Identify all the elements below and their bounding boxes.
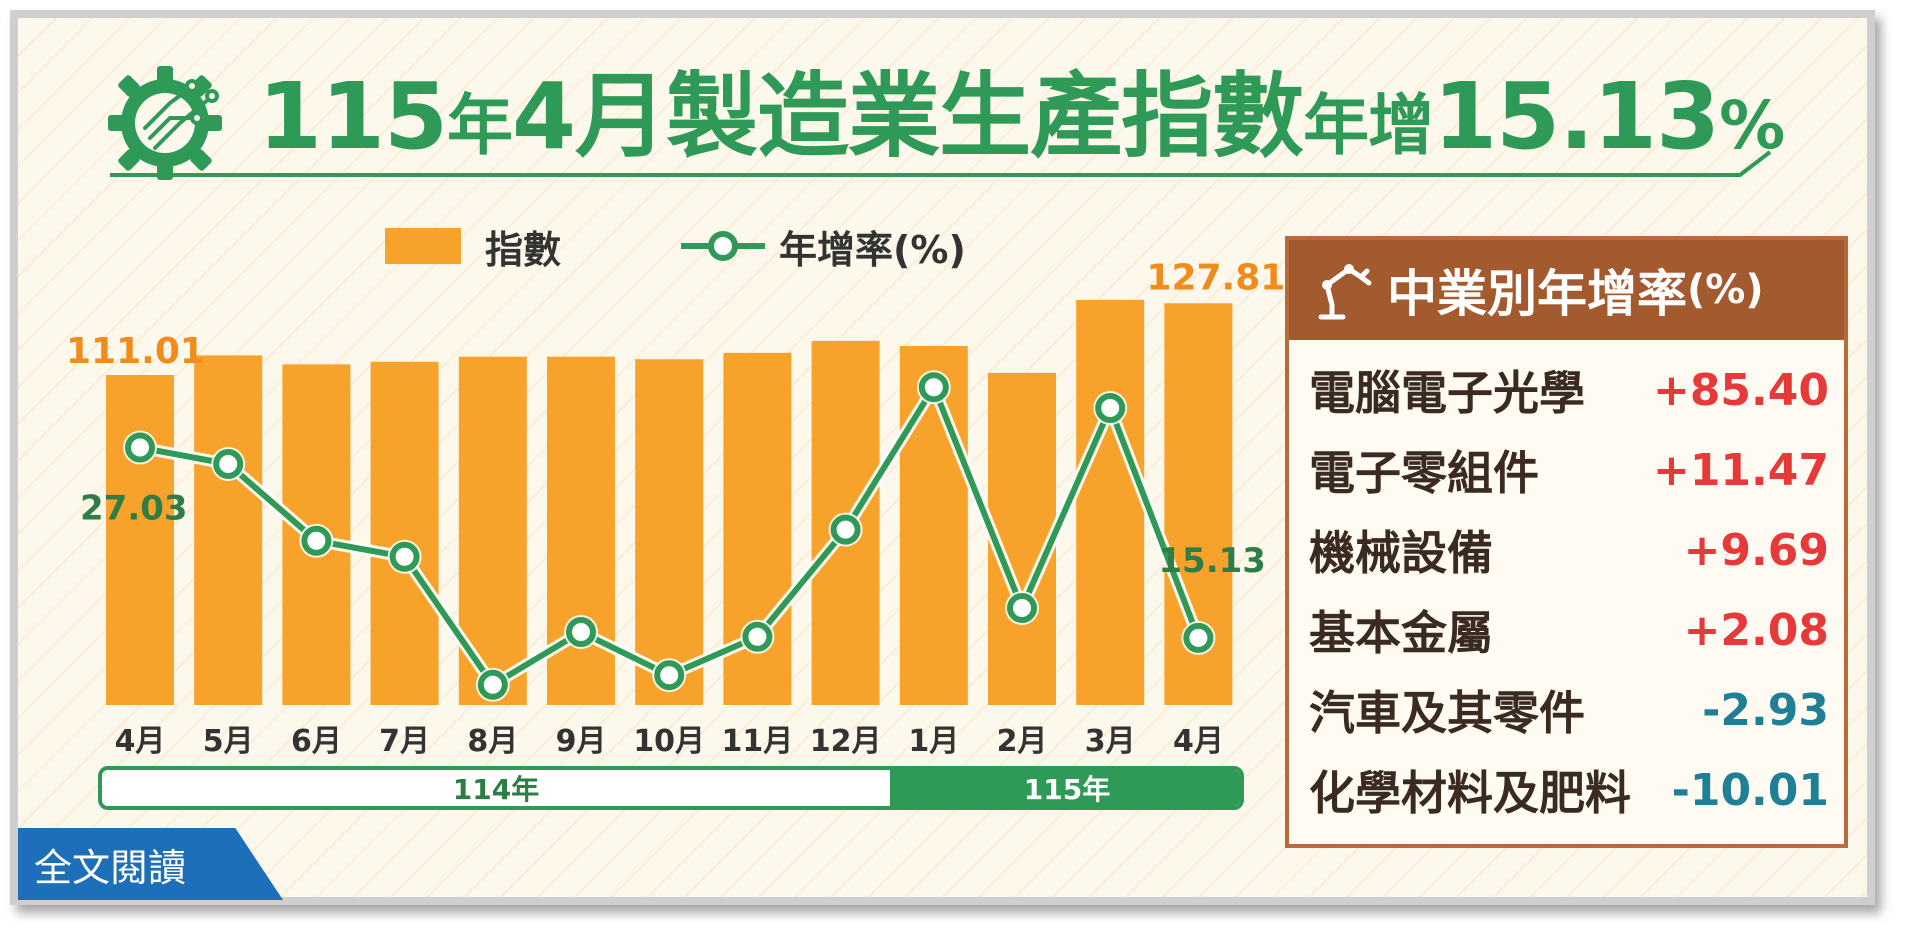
industry-name: 化學材料及肥料 (1309, 766, 1631, 820)
legend-bar-label: 指數 (485, 227, 562, 272)
industry-row: 機械設備 +9.69 (1309, 510, 1829, 590)
read-full-text-button[interactable]: 全文閱讀 (18, 828, 283, 900)
title-value: 15.13 (1433, 63, 1720, 170)
title-underline (110, 150, 1772, 177)
industry-panel-header: 中業別年增率 (%) (1289, 240, 1844, 340)
industry-row: 電子零組件 +11.47 (1309, 430, 1829, 510)
industry-value: +9.69 (1683, 524, 1829, 576)
title-main: 製造業生產指數 (666, 63, 1304, 170)
title-percent: % (1719, 87, 1785, 164)
gear-circuit-icon (108, 66, 222, 180)
title-year-number: 115 (258, 63, 448, 170)
industry-name: 汽車及其零件 (1309, 686, 1585, 740)
title-increase: 年增 (1303, 87, 1434, 164)
industry-row: 基本金屬 +2.08 (1309, 590, 1829, 670)
industry-panel-unit: (%) (1687, 267, 1764, 313)
page-title: 115年4月製造業生產指數年增15.13% (258, 62, 1785, 181)
legend-line-label: 年增率(%) (779, 227, 966, 272)
legend-line-swatch (681, 231, 766, 261)
industry-value: +11.47 (1652, 444, 1829, 496)
chart-legend: 指數 年增率(%) (385, 222, 966, 272)
industry-growth-panel: 中業別年增率 (%) 電腦電子光學 +85.40 電子零組件 +11.47 機械設… (1285, 236, 1848, 848)
industry-row: 化學材料及肥料 -10.01 (1309, 750, 1829, 830)
industry-value: -2.93 (1702, 684, 1829, 736)
industry-value: +2.08 (1683, 604, 1829, 656)
industry-name: 基本金屬 (1309, 606, 1493, 660)
year-group-bar: 114年 115年 (98, 766, 1244, 810)
robot-arm-icon (1318, 264, 1372, 320)
industry-row: 電腦電子光學 +85.40 (1309, 350, 1829, 430)
industry-row: 汽車及其零件 -2.93 (1309, 670, 1829, 750)
year-group-115: 115年 (894, 770, 1240, 806)
title-month: 4月 (512, 63, 667, 170)
industry-panel-title: 中業別年增率 (1387, 265, 1687, 323)
title-year-char: 年 (447, 87, 513, 164)
industry-value: -10.01 (1671, 764, 1829, 816)
industry-value: +85.40 (1652, 364, 1829, 416)
industry-name: 機械設備 (1309, 526, 1493, 580)
industry-name: 電腦電子光學 (1309, 366, 1585, 420)
year-group-114: 114年 (102, 770, 894, 806)
industry-name: 電子零組件 (1309, 446, 1539, 500)
legend-bar-swatch (385, 228, 461, 264)
